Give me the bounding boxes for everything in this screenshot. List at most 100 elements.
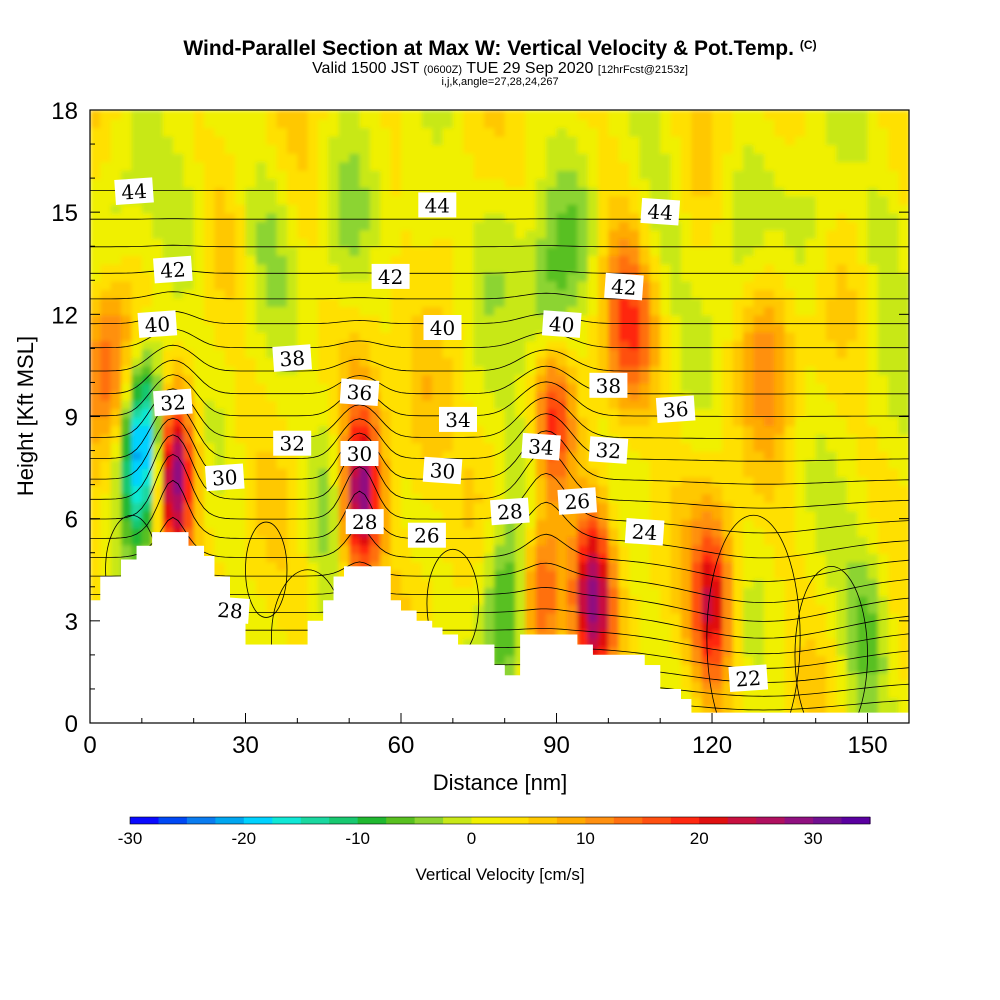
w-cell [483, 637, 496, 648]
w-cell [784, 254, 797, 265]
w-cell [691, 493, 703, 503]
w-cell [639, 459, 652, 469]
w-cell [608, 561, 620, 571]
w-cell [172, 161, 185, 171]
w-cell [712, 595, 724, 605]
w-cell [722, 518, 734, 529]
w-cell [152, 212, 164, 222]
w-cell [722, 365, 734, 376]
w-cell [670, 373, 683, 384]
w-cell [172, 314, 185, 324]
w-cell [328, 373, 340, 384]
w-cell [338, 348, 351, 359]
w-cell [546, 331, 558, 342]
w-cell [732, 620, 745, 631]
w-cell [328, 544, 340, 554]
w-cell [297, 365, 309, 376]
w-cell [380, 373, 392, 384]
w-cell [639, 416, 652, 427]
w-cell [608, 220, 620, 231]
w-cell [390, 510, 403, 520]
w-cell [235, 220, 247, 231]
w-cell [743, 561, 755, 571]
w-cell [110, 152, 123, 163]
w-cell [712, 552, 724, 563]
w-cell [235, 135, 247, 146]
w-cell [660, 127, 672, 137]
w-cell [608, 135, 620, 146]
w-cell [369, 331, 382, 342]
w-cell [390, 442, 403, 452]
w-cell [473, 288, 486, 299]
w-cell [297, 288, 309, 299]
w-cell [546, 373, 558, 384]
w-cell [380, 195, 392, 205]
w-cell [297, 220, 309, 231]
w-cell [494, 127, 506, 137]
w-cell [649, 561, 662, 571]
w-cell [732, 399, 745, 410]
w-cell [722, 425, 734, 435]
w-cell [162, 339, 175, 350]
w-cell [784, 127, 797, 137]
w-cell [287, 484, 299, 495]
w-cell [359, 297, 372, 307]
w-cell [204, 186, 216, 197]
w-cell [494, 178, 506, 188]
w-cell [546, 169, 558, 180]
w-cell [774, 654, 786, 665]
w-cell [577, 535, 589, 546]
w-cell [556, 297, 569, 307]
w-cell [152, 518, 164, 529]
w-cell [90, 144, 102, 154]
w-cell [670, 237, 683, 248]
w-cell [504, 110, 517, 120]
w-cell [660, 382, 672, 393]
w-cell [763, 527, 776, 537]
w-cell [670, 425, 683, 435]
w-cell [763, 297, 776, 307]
w-cell [380, 237, 392, 248]
w-cell [338, 305, 351, 316]
w-cell [90, 561, 102, 571]
w-cell [701, 552, 714, 563]
w-cell [287, 501, 299, 512]
w-cell [328, 118, 340, 129]
w-cell [722, 212, 734, 222]
w-cell [224, 203, 237, 214]
w-cell [763, 186, 776, 197]
w-cell [483, 373, 496, 384]
w-cell [235, 331, 247, 342]
w-cell [608, 408, 620, 418]
w-cell [701, 408, 714, 418]
w-cell [504, 127, 517, 137]
w-cell [608, 331, 620, 342]
w-cell [722, 220, 734, 231]
w-cell [598, 254, 610, 265]
w-cell [307, 399, 320, 410]
w-cell [795, 586, 807, 597]
w-cell [463, 620, 475, 631]
w-cell [680, 339, 693, 350]
w-cell [90, 271, 102, 282]
w-cell [411, 425, 423, 435]
w-cell [598, 135, 610, 146]
w-cell [660, 144, 672, 154]
w-cell [204, 365, 216, 376]
w-cell [629, 552, 641, 563]
w-cell [566, 212, 579, 222]
w-cell [587, 467, 600, 478]
w-cell [784, 161, 797, 171]
w-cell [276, 135, 289, 146]
w-cell [318, 450, 330, 461]
w-cell [162, 237, 175, 248]
w-cell [473, 305, 486, 316]
w-cell [566, 603, 579, 614]
w-cell [110, 433, 123, 444]
w-cell [774, 697, 786, 708]
w-cell [670, 161, 683, 171]
w-cell [670, 654, 683, 665]
w-cell [774, 442, 786, 452]
w-cell [525, 501, 537, 512]
w-cell [712, 186, 724, 197]
